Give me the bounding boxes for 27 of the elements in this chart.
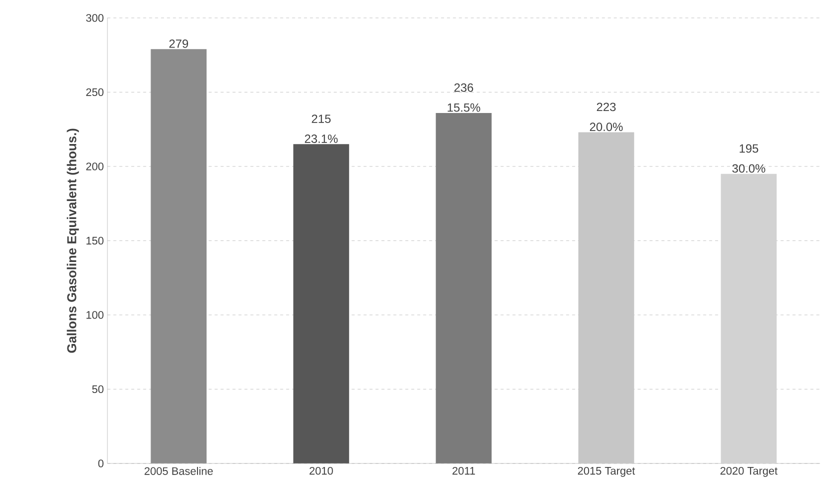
x-tick-label: 2015 Target [578,466,636,477]
data-label: 195 [740,144,758,153]
x-tick-label: 2010 [310,466,333,475]
bar [720,174,777,464]
data-label: 215 [312,114,331,123]
x-tick-label: 2020 Target [720,466,778,477]
x-tick-label: 2005 Baseline [144,466,213,475]
bar [578,132,634,464]
y-tick-label: 250 [86,88,104,96]
bar [293,144,350,464]
y-axis-title: Gallons Gasoline Equivalent (thous.) [66,128,79,353]
y-tick-label: 300 [86,14,104,22]
bar [436,112,492,464]
data-label: 236 [454,83,474,92]
data-label: 223 [596,102,616,111]
x-tick-label: 2011 [452,466,475,475]
annotation: 15.5% [448,103,480,112]
annotation: 30.0% [732,164,766,172]
annotation: 23.1% [304,134,338,143]
y-tick-label: 0 [98,459,104,468]
y-tick-label: 100 [86,310,104,319]
bar [150,48,207,464]
y-tick-label: 50 [92,385,104,393]
y-tick-label: 200 [86,162,104,170]
annotation: 20.0% [590,122,623,131]
y-tick-label: 150 [86,236,104,244]
data-label: 279 [169,39,188,48]
